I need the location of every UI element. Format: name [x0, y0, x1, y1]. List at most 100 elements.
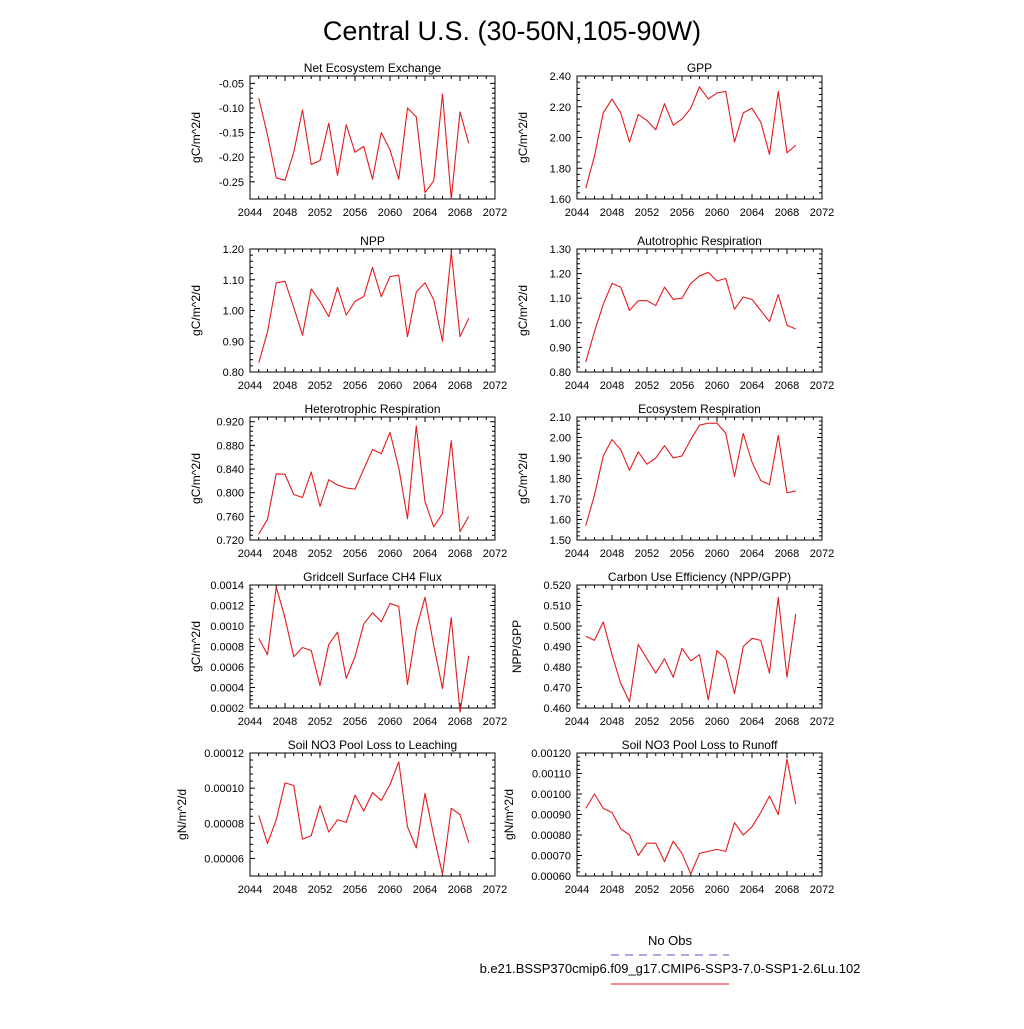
panel-title: Autotrophic Respiration: [637, 234, 762, 248]
x-tick-label: 2060: [705, 548, 729, 560]
x-tick-label: 2056: [343, 207, 367, 219]
panel-title: NPP: [360, 234, 385, 248]
x-tick-label: 2048: [600, 884, 624, 896]
x-tick-label: 2060: [705, 884, 729, 896]
y-axis-label: gN/m^2/d: [502, 789, 516, 840]
x-tick-label: 2072: [483, 716, 507, 728]
legend-label-case: b.e21.BSSP370cmip6.f09_g17.CMIP6-SSP3-7.…: [480, 961, 861, 976]
y-tick-label: 1.20: [223, 244, 244, 256]
x-tick-label: 2048: [273, 884, 297, 896]
x-tick-label: 2056: [670, 548, 694, 560]
x-tick-label: 2044: [565, 884, 589, 896]
y-tick-label: -0.20: [219, 152, 244, 164]
x-tick-label: 2048: [273, 548, 297, 560]
x-tick-label: 2044: [565, 207, 589, 219]
y-tick-label: 0.840: [216, 464, 244, 476]
y-tick-label: 0.880: [216, 440, 244, 452]
x-tick-label: 2048: [273, 380, 297, 392]
x-tick-label: 2064: [740, 716, 764, 728]
x-tick-label: 2068: [775, 884, 799, 896]
chart-panel: Carbon Use Efficiency (NPP/GPP) 2044 2048 2…: [510, 570, 834, 728]
y-tick-label: 2.40: [550, 71, 571, 83]
x-tick-label: 2064: [740, 884, 764, 896]
y-tick-label: 2.00: [550, 433, 571, 445]
y-tick-label: 1.00: [223, 306, 244, 318]
y-tick-label: 0.720: [216, 535, 244, 547]
x-tick-label: 2072: [483, 380, 507, 392]
x-tick-label: 2044: [238, 716, 262, 728]
x-tick-label: 2056: [343, 884, 367, 896]
y-tick-label: 0.760: [216, 511, 244, 523]
chart-panel: Ecosystem Respiration 2044 2048 2052 2056 206…: [516, 402, 834, 560]
x-tick-label: 2072: [810, 548, 834, 560]
x-tick-label: 2068: [775, 207, 799, 219]
panel-title: Soil NO3 Pool Loss to Runoff: [622, 738, 779, 752]
y-axis-label: gC/m^2/d: [516, 285, 530, 336]
chart-panel: NPP 2044 2048 2052 2056 2060 2064 2068 2072 1.20 1…: [189, 234, 507, 392]
x-tick-label: 2060: [378, 380, 402, 392]
series-line: [585, 271, 796, 363]
x-tick-label: 2056: [343, 548, 367, 560]
x-tick-label: 2060: [378, 207, 402, 219]
x-tick-label: 2044: [565, 716, 589, 728]
panel-title: Soil NO3 Pool Loss to Leaching: [288, 738, 457, 752]
chart-panel: Gridcell Surface CH4 Flux 2044 2048 2052 205…: [189, 570, 507, 728]
plot-frame: [249, 752, 496, 877]
panel-title: Heterotrophic Respiration: [304, 402, 440, 416]
y-tick-label: 0.90: [223, 336, 244, 348]
y-tick-label: 0.00010: [204, 783, 244, 795]
x-tick-label: 2068: [448, 207, 472, 219]
x-tick-label: 2060: [378, 548, 402, 560]
series-line: [585, 596, 797, 703]
y-tick-label: 0.00110: [532, 769, 571, 781]
x-tick-label: 2072: [483, 207, 507, 219]
x-tick-label: 2064: [413, 548, 437, 560]
y-tick-label: 0.480: [543, 662, 571, 674]
x-tick-label: 2064: [413, 884, 437, 896]
y-tick-label: 0.920: [216, 417, 244, 429]
y-tick-label: 0.470: [543, 683, 571, 695]
x-tick-label: 2044: [238, 548, 262, 560]
y-axis-label: gC/m^2/d: [189, 453, 203, 504]
y-tick-label: -0.05: [219, 78, 244, 90]
x-tick-label: 2052: [635, 716, 659, 728]
x-tick-label: 2072: [810, 380, 834, 392]
x-tick-label: 2060: [705, 207, 729, 219]
y-tick-label: -0.25: [219, 177, 244, 189]
y-tick-label: 0.0014: [210, 580, 244, 592]
y-tick-label: 2.20: [550, 102, 571, 114]
y-tick-label: 1.30: [550, 244, 571, 256]
x-tick-label: 2068: [448, 548, 472, 560]
y-tick-label: 1.00: [550, 318, 571, 330]
legend-label-no-obs: No Obs: [648, 933, 693, 948]
x-tick-label: 2052: [635, 884, 659, 896]
x-tick-label: 2056: [670, 207, 694, 219]
x-tick-label: 2056: [670, 716, 694, 728]
y-tick-label: -0.15: [219, 128, 244, 140]
x-tick-label: 2056: [670, 884, 694, 896]
x-tick-label: 2052: [635, 548, 659, 560]
x-tick-label: 2072: [810, 716, 834, 728]
y-tick-label: 0.00100: [531, 789, 571, 801]
x-tick-label: 2048: [600, 207, 624, 219]
x-tick-label: 2056: [343, 380, 367, 392]
series-line: [258, 93, 470, 200]
y-tick-label: 0.520: [543, 580, 571, 592]
y-tick-label: 2.10: [550, 412, 571, 424]
y-tick-label: 0.00070: [531, 851, 571, 863]
x-tick-label: 2064: [413, 716, 437, 728]
panel-title: Ecosystem Respiration: [638, 402, 761, 416]
y-tick-label: 0.80: [550, 367, 571, 379]
y-tick-label: 0.800: [216, 488, 244, 500]
y-tick-label: 1.70: [550, 494, 571, 506]
x-tick-label: 2048: [600, 716, 624, 728]
panel-title: Gridcell Surface CH4 Flux: [303, 570, 442, 584]
x-tick-label: 2052: [308, 716, 332, 728]
y-tick-label: 0.0002: [210, 703, 244, 715]
x-tick-label: 2060: [705, 716, 729, 728]
x-tick-label: 2064: [413, 207, 437, 219]
chart-panel: Net Ecosystem Exchange 2044 2048 2052 2056 20…: [189, 61, 507, 219]
x-tick-label: 2044: [238, 207, 262, 219]
y-tick-label: 1.80: [550, 474, 571, 486]
x-tick-label: 2048: [600, 548, 624, 560]
